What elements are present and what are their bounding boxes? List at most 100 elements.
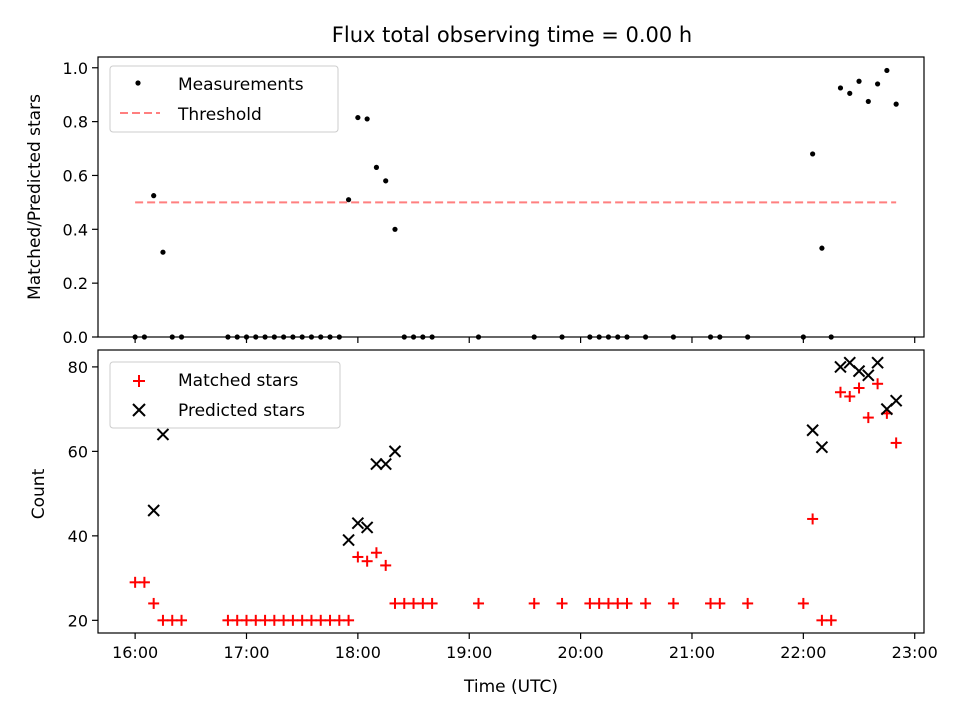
top-legend-box: [109, 65, 339, 133]
matched-star-point: [240, 614, 252, 626]
top-y-tick-label: 0.0: [63, 328, 88, 347]
predicted-star-point: [370, 457, 383, 471]
matched-star-point: [287, 614, 299, 626]
legend-label-matched-stars: Matched stars: [178, 371, 298, 391]
legend-marker-measurements: [135, 80, 141, 86]
top-axes-frame: [97, 56, 925, 338]
matched-star-point: [797, 597, 809, 609]
x-tick-label: 21:00: [669, 643, 715, 662]
matched-star-point: [714, 597, 726, 609]
matched-star-point: [370, 547, 382, 559]
bottom-y-tick-label: 20: [68, 611, 88, 630]
matched-star-point: [333, 614, 345, 626]
bottom-legend-box: [109, 361, 341, 429]
matched-star-point: [426, 597, 438, 609]
matched-star-point: [844, 390, 856, 402]
measurement-point: [874, 81, 881, 87]
matched-star-point: [352, 551, 364, 563]
bottom-plot-area: [129, 356, 903, 626]
matched-star-point: [315, 614, 327, 626]
top-y-axis-label: Matched/Predicted stars: [25, 94, 45, 300]
top-y-tick-label: 0.6: [63, 166, 88, 185]
matched-star-point: [408, 597, 420, 609]
predicted-star-point: [351, 516, 365, 530]
legend-marker-predicted-stars: [132, 403, 146, 417]
matched-star-point: [176, 614, 188, 626]
matched-star-point: [250, 614, 262, 626]
matched-star-point: [305, 614, 317, 626]
predicted-star-point: [342, 533, 355, 547]
matched-star-point: [825, 614, 837, 626]
top-y-tick-label: 0.2: [63, 274, 88, 293]
bottom-y-axis-label: Count: [29, 468, 49, 519]
matched-star-point: [361, 555, 373, 567]
matched-star-point: [157, 614, 169, 626]
legend-label-measurements: Measurements: [178, 75, 304, 95]
measurement-point: [837, 85, 844, 91]
matched-star-point: [807, 513, 819, 525]
top-y-tick-label: 0.4: [63, 220, 88, 239]
matched-star-point: [389, 597, 401, 609]
predicted-star-point: [834, 360, 847, 374]
predicted-star-point: [156, 428, 170, 441]
matched-star-point: [862, 412, 874, 424]
matched-star-point: [584, 597, 596, 609]
measurement-point: [856, 78, 862, 84]
legend-label-threshold: Threshold: [177, 105, 262, 125]
measurement-point: [884, 67, 890, 74]
bottom-axis-ticks: 20 40 60 80 16:00 17:00 18:00 19:00 20:00 21:00 22…: [68, 358, 938, 662]
measurement-point: [865, 98, 871, 105]
x-tick-label: 20:00: [558, 643, 604, 662]
top-y-tick-label: 1.0: [63, 59, 88, 78]
matched-star-point: [890, 437, 902, 449]
predicted-star-point: [871, 356, 884, 369]
measurement-point: [810, 151, 816, 157]
x-tick-label: 16:00: [112, 643, 158, 662]
x-tick-label: 17:00: [223, 643, 269, 662]
measurement-point: [355, 114, 361, 121]
predicted-star-point: [147, 504, 160, 517]
matched-star-point: [129, 576, 141, 588]
x-tick-label: 22:00: [780, 643, 826, 662]
top-y-tick-label: 0.8: [63, 113, 88, 132]
matched-star-point: [742, 597, 754, 609]
matched-star-point: [621, 597, 633, 609]
predicted-star-point: [806, 424, 819, 437]
matched-star-point: [640, 597, 652, 609]
predicted-star-point: [388, 445, 402, 458]
matched-star-point: [667, 597, 679, 609]
measurement-point: [373, 164, 380, 170]
matched-star-point: [816, 614, 828, 626]
bottom-panel: 20 40 60 80 16:00 17:00 18:00 19:00 20:00 21:00 22…: [29, 349, 938, 697]
matched-star-point: [556, 597, 568, 609]
bottom-y-tick-label: 60: [68, 442, 88, 461]
legend-label-predicted-stars: Predicted stars: [178, 401, 305, 421]
measurement-point: [819, 245, 825, 251]
matched-star-point: [166, 614, 178, 626]
matched-star-point: [138, 576, 150, 588]
matched-star-point: [528, 597, 540, 609]
chart-title: Flux total observing time = 0.00 h: [332, 23, 692, 47]
matched-star-point: [231, 614, 243, 626]
matched-star-point: [705, 597, 717, 609]
matched-star-point: [593, 597, 605, 609]
predicted-star-point: [379, 457, 392, 471]
matched-star-point: [268, 614, 280, 626]
measurement-point: [345, 197, 352, 203]
matched-star-point: [380, 559, 392, 571]
x-tick-label: 23:00: [892, 643, 938, 662]
matched-star-point: [473, 597, 485, 609]
bottom-y-tick-label: 40: [68, 527, 88, 546]
measurement-point: [160, 249, 166, 255]
matched-star-point: [834, 386, 846, 398]
predicted-star-point: [360, 521, 374, 534]
matched-star-point: [343, 614, 355, 626]
matched-star-point: [612, 597, 624, 609]
predicted-star-point: [815, 440, 829, 454]
predicted-star-point: [862, 369, 875, 382]
top-legend: Measurements Threshold: [109, 65, 339, 133]
measurement-point: [893, 101, 899, 107]
matched-star-point: [259, 614, 271, 626]
matched-star-point: [324, 614, 336, 626]
legend-marker-matched-stars: [133, 375, 145, 387]
